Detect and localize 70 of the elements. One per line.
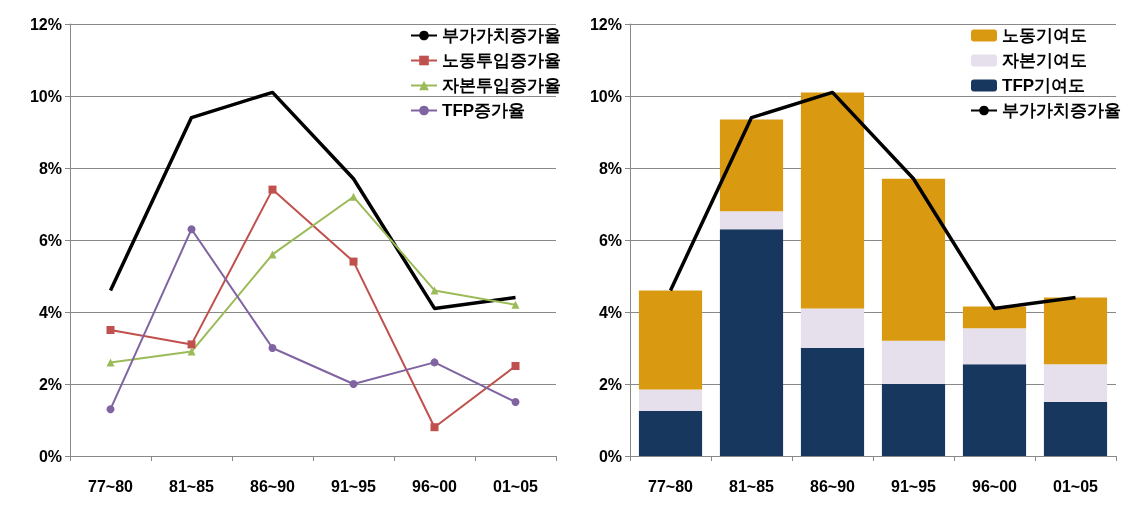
bar (719, 229, 784, 456)
legend-label: 부가가치증가율 (1002, 101, 1121, 120)
x-tick-label: 91~95 (331, 477, 377, 495)
bar (638, 290, 703, 390)
bar (638, 389, 703, 411)
point (268, 250, 277, 259)
x-tick-label: 96~00 (972, 477, 1018, 495)
point (349, 380, 358, 388)
bar (719, 211, 784, 230)
point (187, 347, 196, 356)
y-tick-label: 8% (38, 159, 62, 177)
x-tick-label: 81~85 (729, 477, 775, 495)
y-tick-label: 12% (29, 15, 62, 33)
bar (962, 364, 1027, 456)
y-tick-label: 10% (589, 87, 622, 105)
point (511, 362, 520, 370)
point (268, 185, 277, 194)
point (187, 225, 196, 234)
bar (962, 328, 1027, 365)
x-tick-label: 77~80 (648, 477, 694, 495)
y-tick-label: 0% (38, 447, 62, 465)
y-tick-label: 6% (38, 231, 62, 249)
legend-label: TFP증가율 (442, 101, 526, 120)
point (511, 398, 520, 406)
point (349, 192, 358, 201)
point (430, 358, 439, 367)
y-tick-label: 4% (38, 303, 62, 321)
y-tick-label: 2% (598, 375, 622, 393)
bar (800, 92, 865, 309)
bar (638, 411, 703, 456)
bar (881, 384, 946, 456)
point (106, 358, 115, 367)
legend-label: 부가가치증가율 (442, 26, 561, 45)
legend-label: 자본투입증가율 (442, 76, 561, 95)
x-tick-label: 01~05 (493, 477, 539, 495)
point (349, 257, 358, 266)
bar (881, 178, 946, 341)
y-tick-label: 8% (598, 159, 622, 177)
x-tick-label: 86~90 (250, 477, 296, 495)
y-tick-label: 6% (598, 231, 622, 249)
bar (1043, 297, 1108, 365)
point (187, 340, 196, 349)
x-tick-label: 96~00 (412, 477, 458, 495)
bar (962, 306, 1027, 329)
legend-label: 노동투입증가율 (442, 51, 561, 70)
bar (800, 348, 865, 456)
bar (719, 119, 784, 212)
y-tick-label: 2% (38, 375, 62, 393)
bar (800, 308, 865, 348)
x-tick-label: 81~85 (169, 477, 215, 495)
x-tick-label: 77~80 (88, 477, 134, 495)
legend-label: 자본기여도 (1002, 51, 1087, 70)
point (268, 344, 277, 352)
bar (881, 340, 946, 384)
point (106, 405, 115, 414)
point (430, 286, 439, 295)
point (430, 423, 439, 432)
x-tick-label: 01~05 (1053, 477, 1099, 495)
legend-label: TFP기여도 (1002, 76, 1086, 95)
x-tick-label: 86~90 (810, 477, 856, 495)
bar (1043, 402, 1108, 456)
y-tick-label: 10% (29, 87, 62, 105)
point (106, 326, 115, 334)
bar (1043, 364, 1108, 402)
y-tick-label: 12% (589, 15, 622, 33)
x-tick-label: 91~95 (891, 477, 937, 495)
point (511, 300, 520, 309)
legend-label: 노동기여도 (1002, 26, 1087, 45)
y-tick-label: 0% (598, 447, 622, 465)
y-tick-label: 4% (598, 303, 622, 321)
